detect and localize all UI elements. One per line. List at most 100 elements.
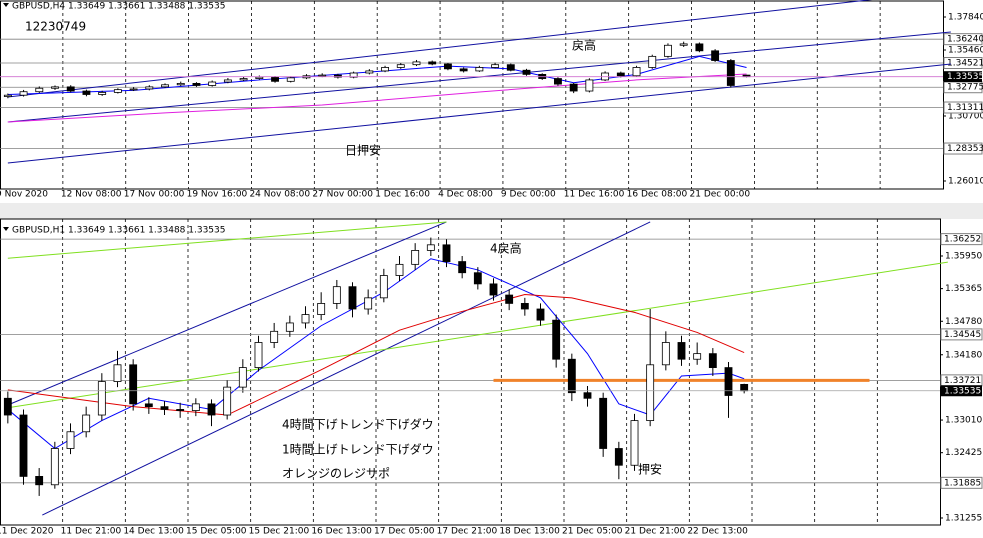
- header-icon: [3, 227, 9, 231]
- level-label-box: [943, 57, 983, 70]
- x-tick-label: 18 Dec 13:00: [499, 527, 560, 537]
- candle-body: [176, 409, 185, 411]
- level-label: 1.36240: [947, 35, 983, 45]
- candle-body: [348, 286, 357, 310]
- annotation: オレンジのレジサポ: [282, 467, 390, 481]
- candle-body: [98, 92, 107, 95]
- candle-body: [255, 76, 264, 79]
- candle-body: [271, 76, 279, 82]
- candle-body: [726, 60, 735, 86]
- candle-body: [585, 79, 594, 92]
- candle-body: [160, 406, 169, 410]
- x-tick-label: 12 Nov 08:00: [61, 190, 122, 200]
- candle-body: [285, 322, 294, 332]
- candle-body: [51, 86, 59, 89]
- candle-body: [254, 342, 263, 368]
- x-tick-label: 17 Nov 00:00: [124, 190, 185, 200]
- candle-body: [238, 367, 247, 388]
- candle-body: [426, 244, 435, 251]
- x-tick-label: 19 Nov 16:00: [187, 190, 248, 200]
- x-tick-label: 9 Dec 00:00: [501, 190, 556, 200]
- candle-body: [428, 61, 437, 65]
- annotation: 戻高: [572, 38, 596, 53]
- candle-body: [381, 67, 389, 72]
- level-label: 1.33721: [944, 376, 981, 386]
- candle-body: [489, 283, 498, 296]
- candle-body: [301, 314, 310, 324]
- level-label-box: [940, 233, 983, 246]
- x-tick-label: 11 Dec 2020: [0, 527, 54, 537]
- candle-body: [695, 43, 704, 52]
- y-tick-label: 1.32425: [945, 448, 982, 458]
- candle-body: [740, 383, 749, 392]
- chart-header: GBPUSD,H1 1.33649 1.33661 1.33488 1.3353…: [12, 226, 225, 236]
- level-label-box: [943, 101, 983, 114]
- candle-body: [35, 87, 44, 93]
- x-tick-label: 17 Dec 21:00: [437, 527, 498, 537]
- candle-body: [630, 420, 639, 466]
- separator: [0, 203, 983, 219]
- x-tick-label: 1 Dec 16:00: [375, 190, 430, 200]
- candle-body: [176, 83, 185, 86]
- candle-body: [207, 403, 216, 416]
- candle-body: [379, 275, 388, 299]
- annotation: 日押安: [345, 143, 381, 158]
- x-tick-label: 9 Nov 2020: [0, 190, 48, 200]
- candle-body: [491, 64, 500, 68]
- x-tick-label: 27 Nov 00:00: [312, 190, 373, 200]
- x-tick-label: 21 Dec 05:00: [562, 527, 623, 537]
- candle-body: [3, 94, 12, 97]
- candle-body: [223, 386, 232, 416]
- level-label: 1.32775: [947, 83, 983, 93]
- candle-body: [458, 261, 467, 274]
- chart-header: GBPUSD,H4 1.33649 1.33661 1.33488 1.3353…: [12, 2, 225, 12]
- x-tick-label: 15 Dec 21:00: [249, 527, 310, 537]
- level-label-box: [940, 476, 983, 489]
- annotation: 押安: [638, 462, 662, 477]
- y-tick-label: 1.33010: [945, 416, 982, 426]
- candle-body: [567, 358, 576, 394]
- candle-body: [239, 78, 248, 81]
- candle-body: [443, 63, 452, 70]
- annotation: 4時間下げトレンド下げダウ: [282, 417, 434, 432]
- candle-body: [552, 319, 561, 360]
- candle-body: [66, 86, 75, 92]
- x-tick-label: 16 Dec 13:00: [311, 527, 372, 537]
- candle-body: [145, 86, 154, 90]
- candle-body: [505, 294, 514, 304]
- trend-line: [42, 221, 651, 516]
- x-tick-label: 24 Nov 08:00: [249, 190, 310, 200]
- candle-body: [711, 50, 720, 61]
- candle-body: [724, 367, 733, 396]
- candle-body: [473, 272, 482, 285]
- candle-body: [583, 392, 592, 399]
- candle-body: [113, 89, 122, 93]
- price-label: 1.33535: [944, 386, 981, 396]
- y-tick-label: 1.34780: [945, 317, 982, 327]
- candle-body: [522, 69, 531, 75]
- level-label-box: [943, 33, 983, 46]
- candle-body: [144, 403, 153, 408]
- level-label: 1.28353: [947, 144, 983, 154]
- candle-body: [364, 297, 373, 310]
- level-label-box: [940, 328, 983, 341]
- candle-body: [614, 448, 623, 466]
- trend-line: [7, 63, 951, 164]
- annotation: 12230749: [25, 20, 86, 34]
- candle-body: [82, 90, 91, 95]
- chart-panel: 9 Nov 2020 12 Nov 08:00 17 Nov 00:00 19 Nov…: [0, 0, 983, 200]
- moving-average: [7, 73, 747, 123]
- x-tick-label: 17 Dec 05:00: [374, 527, 435, 537]
- candle-body: [664, 44, 672, 57]
- annotation: 4戻高: [490, 241, 522, 256]
- trend-line: [7, 221, 447, 259]
- candle-body: [192, 83, 201, 86]
- candle-body: [632, 67, 641, 77]
- candle-body: [506, 64, 515, 71]
- candle-body: [161, 84, 169, 88]
- price-label-box: [941, 385, 982, 397]
- candle-body: [129, 88, 138, 91]
- x-tick-label: 16 Dec 08:00: [627, 190, 688, 200]
